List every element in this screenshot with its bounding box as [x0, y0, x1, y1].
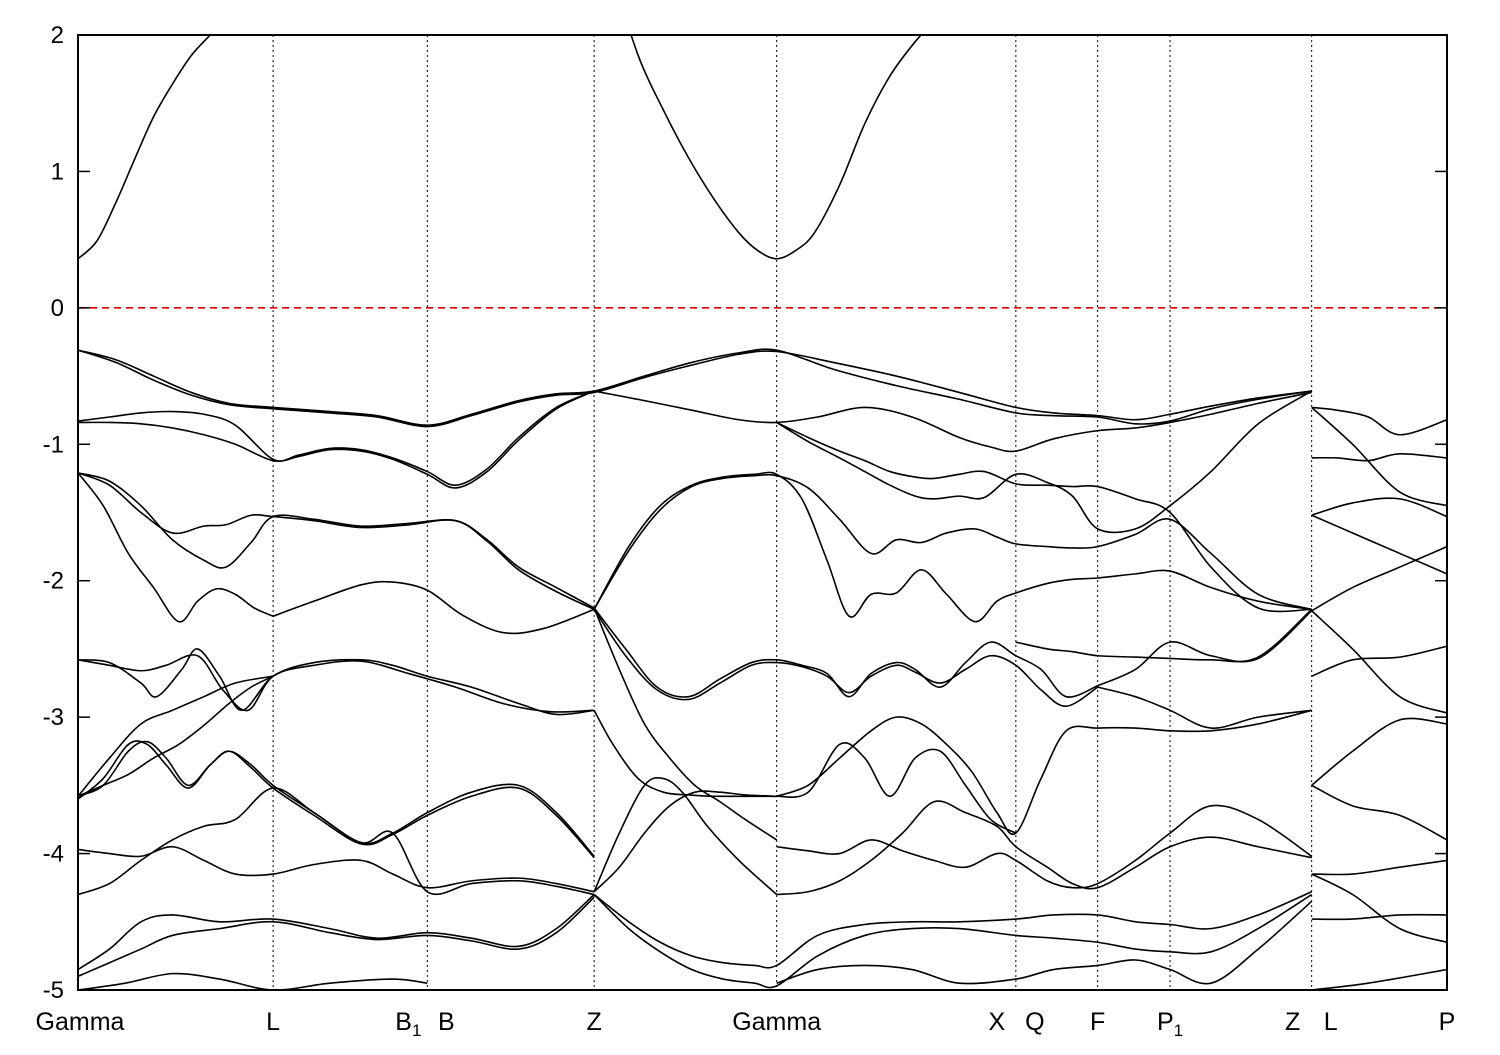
band-line: [776, 742, 1017, 834]
band-line: [78, 472, 595, 609]
band-line: [776, 804, 1313, 889]
band-line: [1311, 859, 1447, 876]
x-tick-label: P1: [1157, 1008, 1183, 1040]
band-line: [78, 472, 595, 611]
band-line: [78, 675, 274, 797]
band-line: [1311, 453, 1447, 462]
band-line: [78, 896, 595, 978]
band-line: [1311, 968, 1447, 990]
band-line: [1311, 497, 1447, 518]
band-line: [78, 675, 274, 798]
x-axis-ticks: Gamma L B1 B Z Gamma X Q F P1 Z L P: [36, 1008, 1456, 1040]
band-line: [1311, 645, 1447, 677]
band-line: [78, 349, 1312, 428]
y-tick-label: -4: [43, 841, 64, 868]
y-tick-label: -5: [43, 977, 64, 1004]
band-line: [630, 35, 923, 260]
y-tick-label: 2: [51, 22, 64, 49]
x-tick-label: L: [1324, 1008, 1338, 1036]
band-line: [78, 740, 595, 857]
x-tick-label: Q: [1025, 1008, 1044, 1036]
band-line: [1311, 406, 1447, 507]
x-tick-label: P: [1439, 1008, 1456, 1036]
band-line: [593, 607, 778, 841]
y-tick-label: -1: [43, 431, 64, 458]
band-line: [272, 580, 595, 635]
plot-frame-group: [77, 34, 1448, 991]
band-line: [593, 608, 1099, 708]
x-tick-label: F: [1090, 1008, 1105, 1036]
band-line: [1311, 913, 1447, 921]
band-line: [1311, 545, 1447, 612]
band-line: [593, 893, 1313, 989]
band-line: [1311, 873, 1447, 944]
band-line: [78, 893, 595, 971]
band-line: [78, 390, 595, 487]
x-tick-label: B: [438, 1008, 455, 1036]
band-line: [78, 845, 595, 893]
x-tick-label: X: [988, 1008, 1005, 1036]
y-tick-label: 1: [51, 158, 64, 185]
band-line: [593, 891, 1312, 969]
band-line: [593, 776, 778, 896]
band-line: [593, 473, 1312, 611]
band-line: [1097, 686, 1312, 729]
band-line: [78, 390, 595, 489]
band-line: [78, 787, 595, 896]
band-line: [78, 348, 1312, 426]
band-line: [78, 35, 212, 260]
y-tick-label: -2: [43, 568, 64, 595]
band-line: [1311, 406, 1447, 436]
band-line: [1311, 784, 1447, 841]
band-line: [776, 900, 1313, 985]
x-tick-label: Z: [586, 1008, 601, 1036]
plot-frame: [77, 34, 1448, 991]
band-line: [776, 421, 1312, 613]
band-line: [1311, 514, 1447, 575]
band-line: [1097, 610, 1313, 687]
y-tick-label: -3: [43, 704, 64, 731]
band-line: [78, 972, 428, 990]
band-line: [776, 390, 1313, 534]
band-line: [78, 648, 595, 716]
band-line: [593, 471, 1312, 623]
y-axis-ticks: -5 -4 -3 -2 -1 0 1 2: [43, 22, 1447, 1004]
band-line: [593, 709, 777, 798]
band-line: [1311, 717, 1447, 786]
symmetry-gridlines: [272, 35, 1313, 990]
band-line: [776, 800, 1312, 896]
band-line: [593, 607, 1098, 698]
x-tick-label: Z: [1285, 1008, 1300, 1036]
x-tick-label: Gamma: [36, 1008, 125, 1036]
band-line: [1015, 608, 1313, 663]
band-line: [593, 390, 1312, 453]
band-line: [78, 472, 274, 623]
band-line: [78, 740, 595, 859]
band-line: [1311, 610, 1447, 714]
bands-group: [78, 35, 1447, 990]
band-line: [593, 790, 777, 893]
y-tick-label: 0: [51, 295, 64, 322]
band-line: [776, 709, 1312, 836]
x-tick-label: Gamma: [732, 1008, 821, 1036]
x-tick-label: B1: [395, 1008, 421, 1040]
x-tick-label: L: [266, 1008, 280, 1036]
